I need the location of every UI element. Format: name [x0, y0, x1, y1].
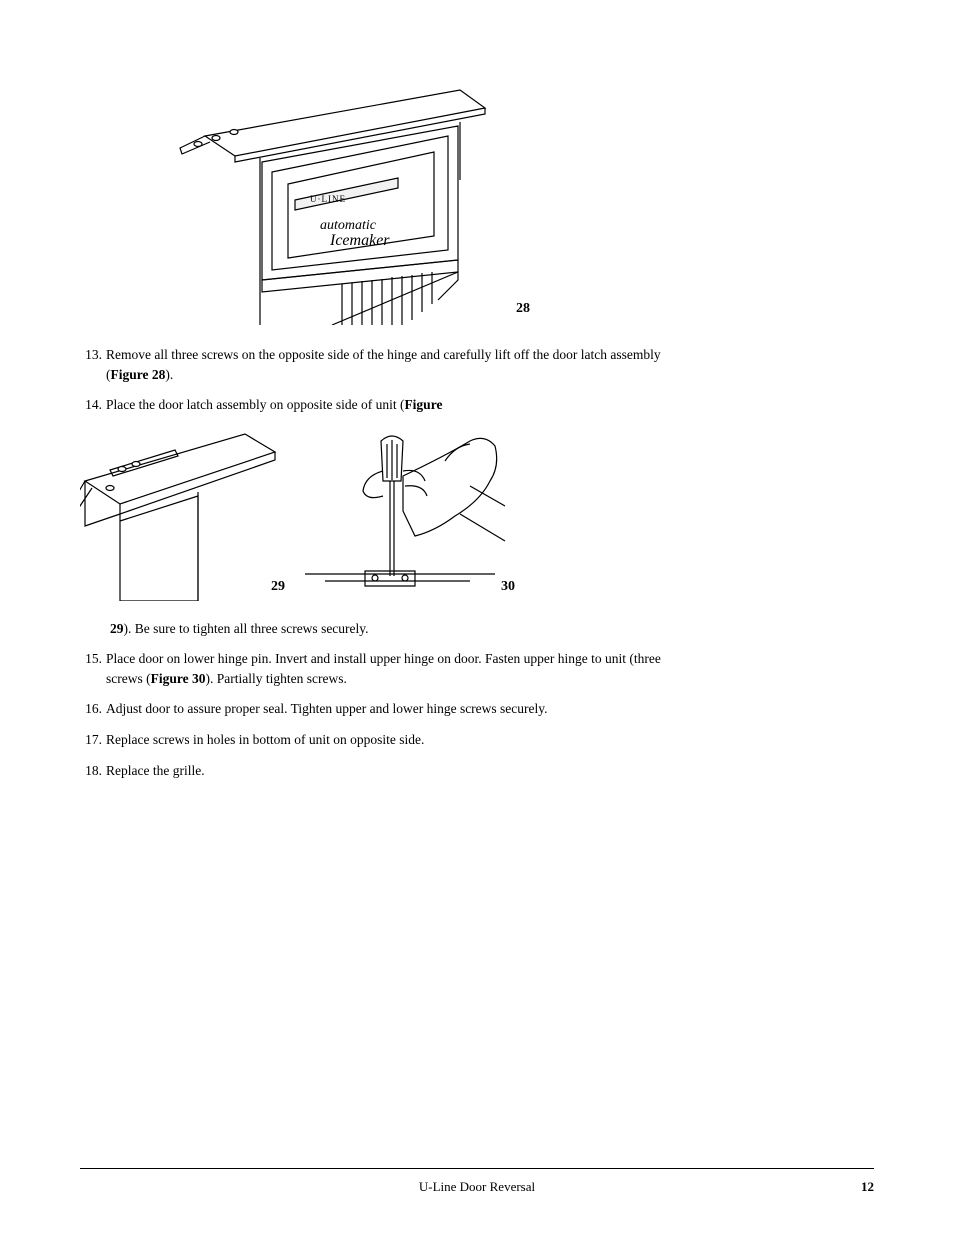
step-text: Remove all three screws on the opposite … — [106, 345, 670, 384]
figure-30-label: 30 — [501, 579, 515, 595]
step-16: 16. Adjust door to assure proper seal. T… — [80, 699, 670, 719]
step-13-part-c: ). — [165, 367, 173, 382]
step-15: 15. Place door on lower hinge pin. Inver… — [80, 649, 670, 688]
step-number: 18. — [80, 761, 106, 781]
figure-29-illustration: 29 — [80, 426, 295, 601]
svg-text:automatic: automatic — [320, 218, 377, 233]
step-17: 17. Replace screws in holes in bottom of… — [80, 730, 670, 750]
step-number: 16. — [80, 699, 106, 719]
step-text: Replace screws in holes in bottom of uni… — [106, 730, 670, 750]
figure-28-block: automatic Icemaker U·LINE 28 — [80, 80, 670, 325]
figure-28-illustration: automatic Icemaker U·LINE 28 — [160, 80, 510, 325]
step-number: 15. — [80, 649, 106, 688]
step-text: Adjust door to assure proper seal. Tight… — [106, 699, 670, 719]
svg-text:U·LINE: U·LINE — [310, 194, 346, 204]
step-text: Place the door latch assembly on opposit… — [106, 395, 670, 415]
page-footer: U-Line Door Reversal 12 — [80, 1168, 874, 1195]
icemaker-illustration: automatic Icemaker U·LINE — [160, 80, 510, 325]
figure-30-illustration: 30 — [295, 426, 510, 601]
step-15-part-c: ). Partially tighten screws. — [205, 671, 346, 686]
svg-text:Icemaker: Icemaker — [329, 232, 390, 249]
step-number: 14. — [80, 395, 106, 415]
screwdriver-hand-illustration — [295, 426, 510, 601]
step-15-figure-ref: Figure 30 — [151, 671, 206, 686]
step-14-figure-ref: Figure — [404, 397, 442, 412]
step-13-part-a: Remove all three screws on the opposite … — [106, 347, 661, 382]
step-14: 14. Place the door latch assembly on opp… — [80, 395, 670, 415]
step-text: Place door on lower hinge pin. Invert an… — [106, 649, 670, 688]
figure-29-30-row: 29 — [80, 426, 670, 601]
step-14-continuation: 29). Be sure to tighten all three screws… — [110, 619, 670, 639]
step-13-figure-ref: Figure 28 — [111, 367, 166, 382]
footer-title: U-Line Door Reversal — [419, 1179, 535, 1195]
step-number: 17. — [80, 730, 106, 750]
step-18: 18. Replace the grille. — [80, 761, 670, 781]
latch-assembly-illustration — [80, 426, 295, 601]
step-14-figure-ref-2: 29 — [110, 621, 124, 636]
figure-29-label: 29 — [271, 579, 285, 595]
instruction-list: 13. Remove all three screws on the oppos… — [80, 345, 670, 415]
main-content: automatic Icemaker U·LINE 28 13. Remove … — [80, 80, 670, 780]
instruction-list-2: 15. Place door on lower hinge pin. Inver… — [80, 649, 670, 780]
step-number: 13. — [80, 345, 106, 384]
page-number: 12 — [861, 1179, 874, 1195]
figure-28-label: 28 — [516, 301, 530, 317]
step-text: Replace the grille. — [106, 761, 670, 781]
step-14-part-a: Place the door latch assembly on opposit… — [106, 397, 404, 412]
step-13: 13. Remove all three screws on the oppos… — [80, 345, 670, 384]
step-14-cont-text: ). Be sure to tighten all three screws s… — [124, 621, 369, 636]
